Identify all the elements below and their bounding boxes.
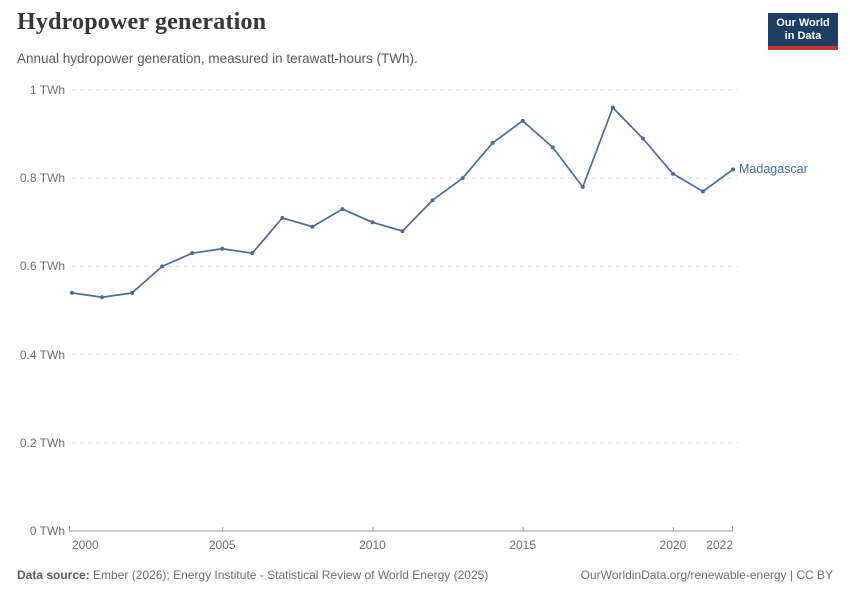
data-point[interactable] bbox=[700, 189, 705, 194]
data-point[interactable] bbox=[580, 185, 585, 190]
data-point[interactable] bbox=[490, 140, 495, 145]
chart-title: Hydropower generation bbox=[17, 9, 267, 35]
data-source-label: Data source: bbox=[17, 568, 90, 582]
data-source-note: Data source: Ember (2026); Energy Instit… bbox=[17, 568, 488, 583]
data-point[interactable] bbox=[280, 215, 285, 220]
data-point[interactable] bbox=[100, 295, 105, 300]
y-axis-tick-label: 0.2 TWh bbox=[19, 435, 65, 450]
data-point[interactable] bbox=[640, 136, 645, 141]
x-axis-tick-label: 2010 bbox=[359, 538, 386, 552]
y-axis-tick-label: 0.6 TWh bbox=[19, 259, 65, 274]
x-axis-tick-label: 2020 bbox=[659, 538, 687, 552]
data-point[interactable] bbox=[220, 246, 225, 251]
data-point[interactable] bbox=[400, 229, 405, 234]
data-point[interactable] bbox=[250, 251, 255, 256]
series-entity-label[interactable]: Madagascar bbox=[739, 162, 808, 177]
x-axis-tick-label: 2022 bbox=[706, 538, 733, 552]
y-axis-tick-label: 0.8 TWh bbox=[19, 171, 65, 186]
data-point[interactable] bbox=[130, 290, 135, 295]
y-axis-tick-label: 0.4 TWh bbox=[19, 347, 65, 362]
x-axis-tick-label: 2000 bbox=[72, 538, 99, 552]
data-source-text: Ember (2026); Energy Institute - Statist… bbox=[89, 568, 489, 582]
data-point[interactable] bbox=[70, 290, 74, 295]
data-point[interactable] bbox=[610, 105, 615, 110]
data-point[interactable] bbox=[160, 264, 165, 269]
owid-logo[interactable]: Our World in Data bbox=[768, 13, 838, 50]
data-point[interactable] bbox=[340, 207, 345, 212]
data-point[interactable] bbox=[670, 171, 675, 176]
owid-logo-line2: in Data bbox=[784, 30, 822, 42]
owid-logo-line1: Our World bbox=[776, 17, 830, 29]
data-point[interactable] bbox=[731, 167, 735, 172]
series-line-madagascar[interactable] bbox=[71, 106, 734, 299]
data-point[interactable] bbox=[370, 220, 375, 225]
chart-subtitle: Annual hydropower generation, measured i… bbox=[17, 51, 418, 66]
data-point[interactable] bbox=[430, 198, 435, 203]
data-point[interactable] bbox=[190, 251, 195, 256]
y-axis-tick-label: 1 TWh bbox=[29, 83, 65, 97]
y-axis-tick-label: 0 TWh bbox=[29, 524, 65, 538]
data-point[interactable] bbox=[310, 224, 315, 229]
data-point[interactable] bbox=[460, 176, 465, 181]
data-point[interactable] bbox=[520, 118, 525, 123]
x-axis-tick-label: 2005 bbox=[208, 538, 236, 552]
x-axis-tick-label: 2015 bbox=[509, 538, 537, 552]
footer-link[interactable]: OurWorldinData.org/renewable-energy | CC… bbox=[580, 568, 833, 582]
data-point[interactable] bbox=[550, 145, 555, 150]
